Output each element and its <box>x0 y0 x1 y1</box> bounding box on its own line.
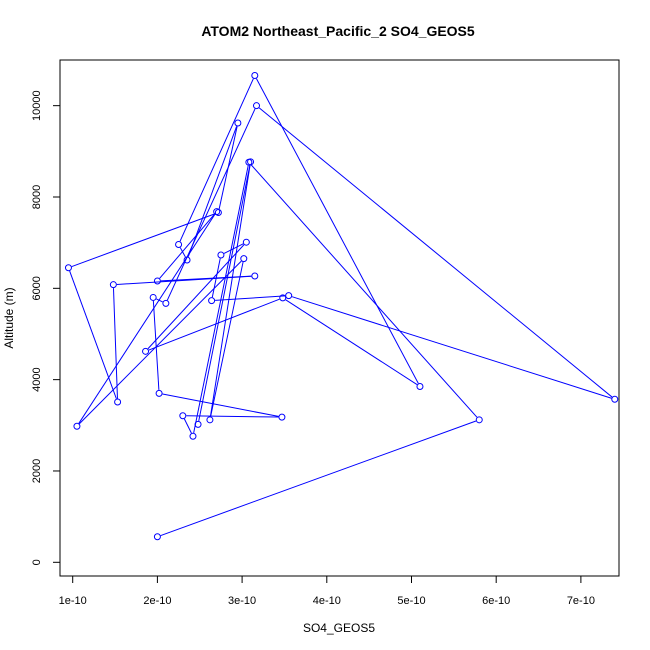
series-segment <box>166 108 256 301</box>
chart-title: ATOM2 Northeast_Pacific_2 SO4_GEOS5 <box>201 23 475 39</box>
series-segment <box>291 296 612 399</box>
data-point <box>416 382 424 390</box>
y-tick-label: 0 <box>31 559 43 565</box>
y-tick-label: 6000 <box>31 276 43 300</box>
data-point <box>142 347 150 355</box>
series-segment <box>198 165 251 422</box>
data-point <box>175 240 183 248</box>
data-point <box>206 416 214 424</box>
x-tick-label: 5e-10 <box>397 595 425 607</box>
data-point <box>247 158 255 166</box>
series-segment <box>285 299 418 386</box>
data-point <box>179 412 187 420</box>
plot-area <box>64 72 619 541</box>
x-axis: 1e-10 2e-10 3e-10 4e-10 5e-10 6e-10 7e-10 <box>59 576 595 607</box>
series-segment <box>209 165 251 417</box>
x-tick-label: 4e-10 <box>313 595 341 607</box>
data-point <box>153 277 161 285</box>
series-segment <box>210 261 244 417</box>
series-segment <box>193 165 249 433</box>
data-point <box>278 413 286 421</box>
data-point <box>242 238 250 246</box>
data-point <box>208 297 216 305</box>
data-point <box>153 533 161 541</box>
series-segment <box>218 126 238 210</box>
data-point <box>251 72 259 80</box>
series-segment <box>71 213 216 268</box>
series-segment <box>152 300 160 390</box>
x-tick-label: 2e-10 <box>143 595 171 607</box>
series-segment <box>179 78 254 242</box>
x-tick-label: 7e-10 <box>567 595 595 607</box>
y-axis-label: Altitude (m) <box>2 287 16 348</box>
series-segment <box>183 418 192 434</box>
series-segment <box>159 213 215 279</box>
data-point <box>155 389 163 397</box>
series-segment <box>147 244 245 350</box>
data-point <box>189 432 197 440</box>
y-tick-label: 4000 <box>31 367 43 391</box>
series-segment <box>258 107 613 398</box>
series-segment <box>156 298 163 303</box>
series-segment <box>187 126 238 257</box>
series-segment <box>69 270 117 399</box>
series-segment <box>179 247 186 258</box>
series-segment <box>160 420 477 537</box>
series-segment <box>79 260 242 425</box>
series-segment <box>186 415 279 418</box>
data-point <box>162 299 170 307</box>
data-point <box>279 294 287 302</box>
series-segment <box>256 78 419 384</box>
series-segment <box>215 295 286 301</box>
data-point <box>109 281 117 289</box>
data-point <box>149 293 157 301</box>
data-point <box>194 420 202 428</box>
x-tick-label: 1e-10 <box>59 595 87 607</box>
series-segment <box>162 393 279 417</box>
data-point <box>252 102 260 110</box>
y-axis: 0 2000 4000 6000 8000 10000 <box>31 90 60 565</box>
data-point <box>475 416 483 424</box>
y-tick-label: 8000 <box>31 185 43 209</box>
data-point <box>183 256 191 264</box>
data-point <box>234 119 242 127</box>
data-point <box>114 398 122 406</box>
x-tick-label: 6e-10 <box>482 595 510 607</box>
data-point <box>285 292 293 300</box>
data-point <box>217 251 225 259</box>
series-segment <box>148 298 280 351</box>
series-segment <box>160 275 252 282</box>
x-axis-label: SO4_GEOS5 <box>303 621 375 635</box>
data-point <box>64 264 72 272</box>
data-point <box>611 395 619 403</box>
data-point <box>213 208 221 216</box>
y-tick-label: 10000 <box>31 90 43 121</box>
data-point <box>240 255 248 263</box>
data-point <box>251 272 259 280</box>
series-segment <box>78 214 216 424</box>
plot-frame <box>59 59 620 577</box>
series-segment <box>112 288 118 399</box>
y-tick-label: 2000 <box>31 459 43 483</box>
data-point <box>73 422 81 430</box>
x-tick-label: 3e-10 <box>228 595 256 607</box>
series-segment <box>250 164 478 418</box>
